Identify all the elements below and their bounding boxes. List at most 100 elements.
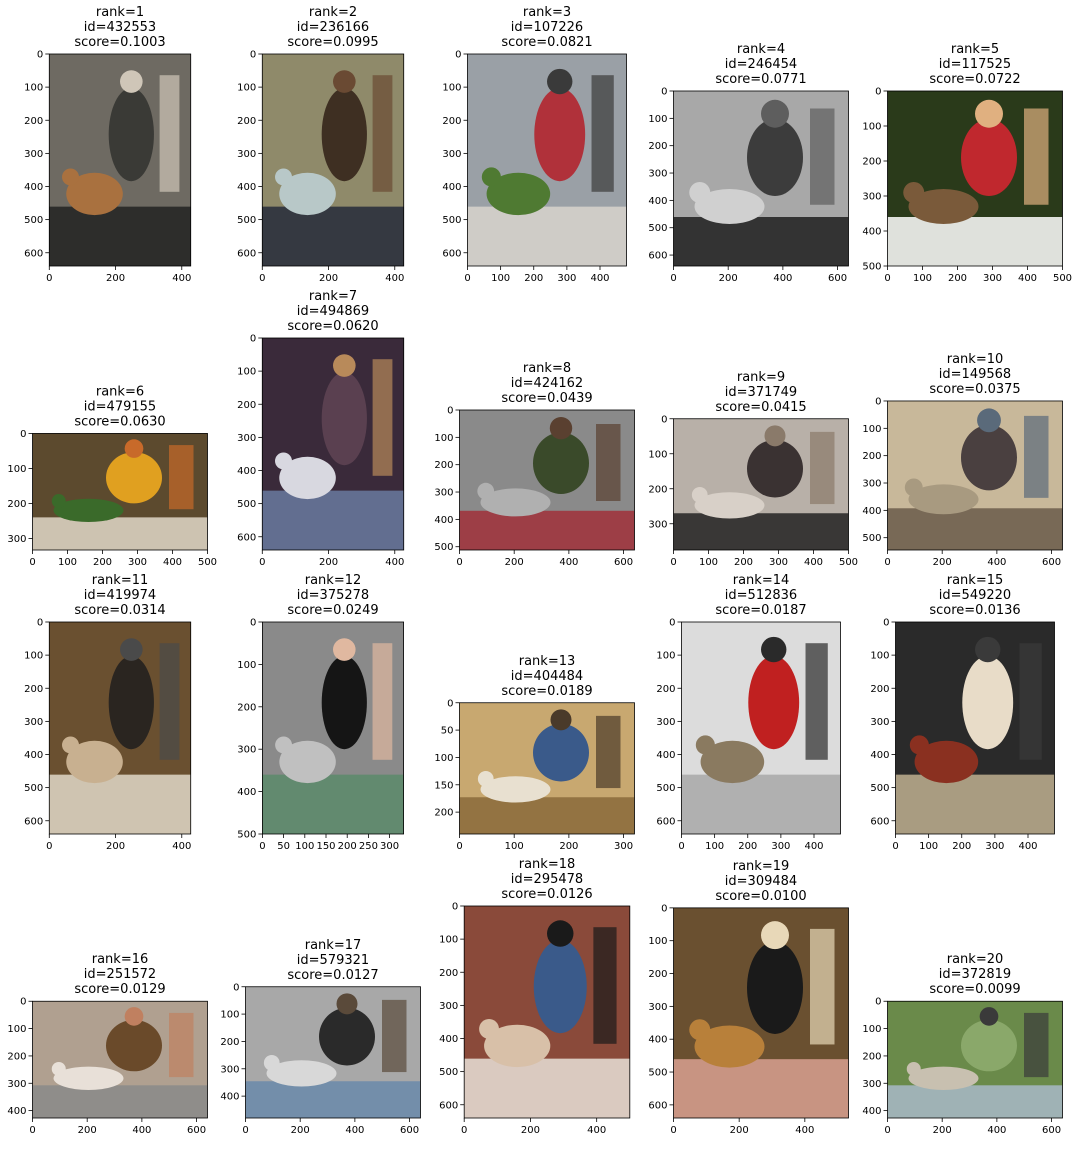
photo-figure: [533, 939, 587, 1034]
photo-image: [673, 418, 849, 550]
x-tick-label: 0: [46, 841, 52, 852]
x-tick-label: 0: [884, 273, 890, 284]
y-tick-label: 0: [661, 414, 667, 425]
y-tick-label: 500: [24, 783, 43, 794]
subplot-title-score: score=0.0375: [929, 382, 1020, 397]
photo-head: [549, 417, 573, 440]
photo-dog-body: [694, 189, 765, 224]
y-tick-label: 400: [24, 750, 43, 761]
photo-object: [810, 108, 835, 205]
y-tick-label: 400: [439, 1034, 458, 1045]
photo-head: [547, 920, 574, 947]
y-tick-label: 100: [7, 464, 26, 475]
axes-frame: [887, 1000, 1063, 1119]
x-tick-label: 0: [670, 557, 676, 568]
subplot-title-id: id=512836: [725, 588, 797, 603]
photo-figure: [747, 439, 803, 498]
x-tick-label: 400: [132, 1125, 151, 1136]
y-tick-label: 100: [220, 1010, 239, 1021]
y-tick-label: 300: [220, 1064, 239, 1075]
photo-head: [979, 1007, 999, 1026]
subplot-title-rank: rank=17: [305, 938, 362, 953]
subplot-title-id: id=432553: [84, 20, 156, 35]
y-tick-label: 200: [862, 1051, 881, 1062]
axes-frame: [681, 621, 841, 835]
y-tick-label: 600: [648, 1100, 667, 1111]
y-tick-label: 400: [870, 750, 889, 761]
y-tick-label: 0: [37, 50, 43, 61]
photo-head: [975, 636, 1001, 663]
axes-frame: [673, 418, 849, 551]
photo-figure: [321, 371, 367, 466]
y-tick-label: 200: [434, 808, 453, 819]
y-tick-label: 400: [442, 182, 461, 193]
photo-image: [895, 622, 1055, 834]
photo-ground: [887, 217, 1063, 266]
y-tick-label: 100: [434, 753, 453, 764]
photo-object: [1024, 1012, 1049, 1078]
photo-ground: [262, 490, 404, 550]
y-tick-label: 100: [648, 936, 667, 947]
photo-figure: [747, 941, 803, 1034]
photo-head: [547, 68, 573, 95]
y-tick-label: 50: [441, 726, 454, 737]
x-tick-label: 500: [1053, 273, 1072, 284]
photo-object: [1019, 643, 1042, 760]
photo-image: [459, 410, 635, 550]
photo-head: [764, 425, 786, 447]
photo-image: [681, 622, 841, 834]
y-tick-label: 500: [870, 783, 889, 794]
photo-dog-head: [62, 736, 79, 754]
photo-object: [596, 715, 621, 789]
subplot-title-score: score=0.0722: [929, 72, 1020, 87]
photo-dog-body: [484, 1024, 551, 1068]
photo-image: [467, 54, 627, 266]
photo-ground: [673, 1059, 849, 1118]
y-tick-label: 0: [233, 982, 239, 993]
y-tick-label: 600: [870, 816, 889, 827]
y-tick-label: 100: [862, 1024, 881, 1035]
photo-figure: [533, 723, 589, 782]
x-tick-label: 50: [277, 841, 290, 852]
subplot-title-rank: rank=18: [519, 857, 576, 872]
photo-ground: [459, 797, 635, 834]
subplot-title-rank: rank=14: [733, 573, 790, 588]
y-tick-label: 300: [442, 149, 461, 160]
subplot-title-score: score=0.0314: [74, 603, 165, 618]
photo-dog-body: [486, 172, 551, 216]
subplot-title-id: id=579321: [297, 953, 369, 968]
subplot-title-id: id=107226: [511, 20, 583, 35]
axes-frame: [895, 621, 1055, 835]
photo-dog-head: [906, 1061, 921, 1076]
photo-dog-head: [62, 168, 79, 186]
photo-object: [169, 1012, 194, 1078]
x-tick-label: 100: [919, 841, 938, 852]
subplot-title-rank: rank=12: [305, 573, 362, 588]
y-tick-label: 200: [442, 116, 461, 127]
y-tick-label: 0: [875, 997, 881, 1008]
photo-object: [1024, 415, 1049, 498]
subplot-title-score: score=0.0187: [715, 603, 806, 618]
subplot-title-score: score=0.0127: [287, 968, 378, 983]
photo-figure: [534, 87, 586, 182]
photo-object: [591, 75, 614, 192]
photo-head: [975, 99, 1003, 128]
subplot-title-rank: rank=5: [951, 42, 999, 57]
x-tick-label: 600: [400, 1125, 419, 1136]
x-tick-label: 0: [29, 1125, 35, 1136]
y-tick-label: 500: [442, 215, 461, 226]
subplot-title-id: id=309484: [725, 874, 797, 889]
photo-object: [372, 643, 393, 760]
x-tick-label: 400: [559, 557, 578, 568]
photo-image: [262, 54, 404, 266]
x-tick-label: 200: [524, 273, 543, 284]
photo-figure: [106, 1019, 162, 1072]
x-tick-label: 150: [316, 841, 335, 852]
photo-ground: [673, 513, 849, 550]
x-tick-label: 100: [913, 273, 932, 284]
